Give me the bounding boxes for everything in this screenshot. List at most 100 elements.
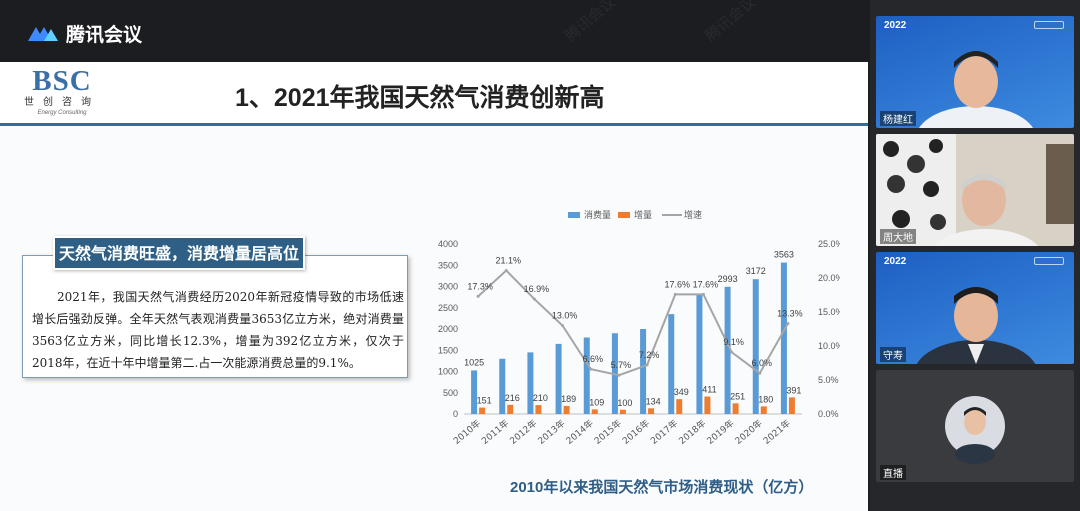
x-tick-label: 2019年: [704, 417, 736, 447]
right-axis-tick-label: 25.0%: [818, 239, 840, 249]
bar-increment: [591, 409, 598, 414]
x-tick-label: 2011年: [479, 417, 511, 447]
org-logo-icon: [1034, 21, 1064, 29]
left-axis-tick-label: 1500: [438, 345, 458, 355]
app-brand: 腾讯会议: [26, 20, 142, 47]
right-axis-tick-label: 5.0%: [818, 375, 839, 385]
left-axis-tick-label: 2000: [438, 324, 458, 334]
right-axis-tick-label: 20.0%: [818, 273, 840, 283]
x-tick-label: 2014年: [564, 417, 596, 447]
logo-letters: BSC: [32, 65, 92, 97]
shared-slide: BSC 世创咨询 Energy Consulting 1、2021年我国天然气消…: [0, 62, 868, 511]
participant-name: 守寿: [880, 347, 906, 362]
right-axis-tick-label: 0.0%: [818, 409, 839, 419]
x-tick-label: 2015年: [592, 417, 624, 447]
growth-point: [673, 292, 677, 296]
bar-increment: [760, 406, 767, 414]
person-video-icon: [919, 51, 1033, 128]
participant-name: 直播: [880, 465, 906, 480]
slide-title: 1、2021年我国天然气消费创新高: [235, 84, 605, 112]
bar-increment: [788, 397, 795, 414]
x-tick-label: 2017年: [648, 417, 680, 447]
bar-increment: [676, 399, 683, 414]
bar-increment: [619, 409, 626, 414]
data-label-increment: 216: [505, 393, 520, 403]
bar-consumption: [696, 295, 703, 414]
data-label-consumption: 1025: [464, 357, 484, 367]
data-label-increment: 180: [758, 394, 773, 404]
callout-box: [22, 255, 408, 378]
callout-body: 2021年，我国天然气消费经历2020年新冠疫情导致的市场低速增长后强劲反弹。全…: [32, 290, 404, 370]
bar-consumption: [668, 314, 675, 414]
legend-label: 增速: [684, 209, 702, 221]
data-label-growth: 6.0%: [751, 358, 772, 368]
left-axis-tick-label: 4000: [438, 239, 458, 249]
x-tick-label: 2012年: [507, 417, 539, 447]
growth-point: [645, 363, 649, 367]
logo-english: Energy Consulting: [37, 110, 87, 116]
growth-point: [758, 371, 762, 375]
person-video-icon: [916, 287, 1036, 364]
bar-consumption: [780, 262, 787, 414]
tile-badge: 2022: [884, 20, 907, 31]
data-label-growth: 13.3%: [777, 309, 803, 319]
growth-point: [561, 324, 565, 328]
participant-tile[interactable]: 2022 守寿: [876, 252, 1074, 364]
legend-swatch: [618, 212, 630, 218]
right-axis-tick-label: 15.0%: [818, 307, 840, 317]
growth-point: [504, 269, 508, 273]
growth-point: [701, 292, 705, 296]
legend-label: 消费量: [584, 209, 611, 221]
participant-name: 杨建红: [880, 111, 916, 126]
x-tick-label: 2021年: [761, 417, 793, 447]
data-label-increment: 210: [533, 393, 548, 403]
data-label-increment: 109: [589, 397, 604, 407]
bar-increment: [535, 405, 542, 414]
chart-caption: 2010年以来我国天然气市场消费现状（亿方）: [510, 479, 814, 496]
watermark-text: 腾讯会议: [562, 0, 620, 46]
left-axis-tick-label: 0: [453, 409, 458, 419]
consumption-chart: 0 500 1000 1500 2000 2500 3000 3500 4000 0.0% 5.0%…: [438, 209, 840, 447]
bar-increment: [563, 405, 570, 414]
bar-consumption: [555, 343, 562, 414]
data-label-increment: 251: [730, 391, 745, 401]
left-axis-tick-label: 1000: [438, 367, 458, 377]
left-axis-tick-label: 2500: [438, 303, 458, 313]
growth-point: [532, 297, 536, 301]
data-label-growth: 21.1%: [495, 256, 521, 266]
growth-point: [476, 294, 480, 298]
left-axis-tick-label: 500: [443, 388, 458, 398]
person-video-icon: [876, 134, 1074, 246]
x-tick-label: 2010年: [451, 417, 483, 447]
data-label-consumption: 2993: [718, 274, 738, 284]
bar-consumption: [640, 329, 647, 414]
data-label-growth: 7.2%: [639, 350, 660, 360]
tencent-meeting-logo-icon: [28, 26, 58, 41]
growth-point: [786, 322, 790, 326]
bar-consumption: [752, 279, 759, 414]
participant-tile[interactable]: 2022 杨建红: [876, 16, 1074, 128]
bar-consumption: [527, 352, 534, 414]
bar-consumption: [499, 358, 506, 414]
participant-tile[interactable]: 直播: [876, 370, 1074, 482]
data-label-growth: 5.7%: [611, 360, 632, 370]
bsc-logo: BSC 世创咨询 Energy Consulting: [12, 66, 112, 122]
data-label-growth: 6.6%: [582, 354, 603, 364]
avatar-icon: [945, 396, 1005, 464]
data-label-increment: 349: [674, 387, 689, 397]
legend-swatch: [568, 212, 580, 218]
watermark-text: 腾讯会议: [702, 0, 760, 46]
data-label-increment: 411: [702, 385, 716, 395]
data-label-growth: 17.3%: [467, 281, 493, 291]
participant-sidebar: 2022 杨建红 周大地 2022 守寿: [870, 0, 1080, 511]
data-label-growth: 17.6%: [664, 279, 690, 289]
bar-consumption: [583, 337, 590, 414]
bar-consumption: [471, 370, 478, 414]
growth-line: [477, 269, 789, 377]
growth-point: [730, 350, 734, 354]
tile-badge: 2022: [884, 256, 907, 267]
top-bar: 腾讯会议 腾讯会议 腾讯会议: [0, 0, 870, 62]
x-tick-label: 2013年: [535, 417, 567, 447]
participant-tile[interactable]: 周大地: [876, 134, 1074, 246]
x-tick-label: 2018年: [676, 417, 708, 447]
